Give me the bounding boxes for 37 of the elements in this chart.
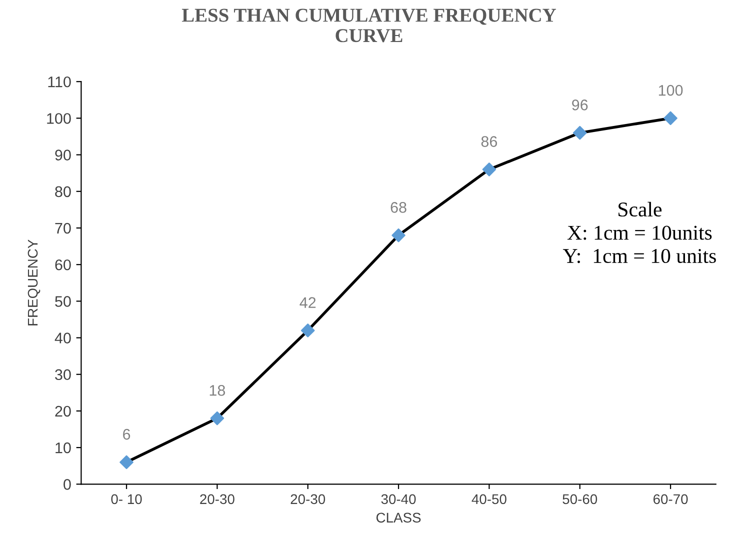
point bbox=[210, 411, 224, 426]
data-label: 68 bbox=[390, 202, 406, 213]
y-axis-title: FREQUENCY bbox=[28, 240, 40, 326]
data-label: 42 bbox=[300, 297, 316, 308]
data-label: 86 bbox=[481, 136, 498, 147]
y-tick-label: 0 bbox=[64, 479, 71, 490]
x-tick-label: 40-50 bbox=[472, 494, 506, 504]
point bbox=[300, 324, 315, 338]
x-tick-label: 0- 10 bbox=[111, 494, 142, 504]
y-tick-label: 30 bbox=[55, 369, 71, 380]
y-tick-label: 10 bbox=[56, 442, 71, 454]
y-tick-label: 100 bbox=[47, 113, 71, 124]
x-tick-label: 20-30 bbox=[200, 494, 234, 504]
y-tick-label: 90 bbox=[55, 150, 71, 160]
point bbox=[392, 228, 406, 242]
data-label: 6 bbox=[123, 428, 130, 440]
data-label: 18 bbox=[210, 385, 226, 396]
y-tick-label: 50 bbox=[55, 296, 71, 307]
chart-title: LESS THAN CUMULATIVE FREQUENCY CURVE bbox=[182, 8, 556, 42]
y-tick-label: 110 bbox=[48, 76, 71, 88]
data-label: 100 bbox=[658, 84, 683, 96]
y-tick-label: 20 bbox=[55, 406, 71, 417]
x-tick-label: 30-40 bbox=[381, 494, 416, 504]
x-tick-label: 60-70 bbox=[653, 494, 688, 504]
point bbox=[120, 455, 134, 470]
y-tick-label: 80 bbox=[55, 186, 71, 198]
point bbox=[482, 162, 496, 176]
y-tick-label: 60 bbox=[55, 259, 71, 270]
annotation: Scale X: 1cm = 10units Y: 1cm = 10 units bbox=[562, 202, 716, 264]
x-tick-label: 20-30 bbox=[290, 494, 326, 504]
x-tick-label: 50-60 bbox=[562, 494, 598, 504]
x-axis-title: CLASS bbox=[376, 512, 421, 523]
y-tick-label: 70 bbox=[55, 222, 71, 234]
point bbox=[664, 111, 678, 126]
y-tick-label: 40 bbox=[54, 332, 71, 344]
data-label: 96 bbox=[572, 100, 588, 110]
point bbox=[572, 126, 587, 140]
